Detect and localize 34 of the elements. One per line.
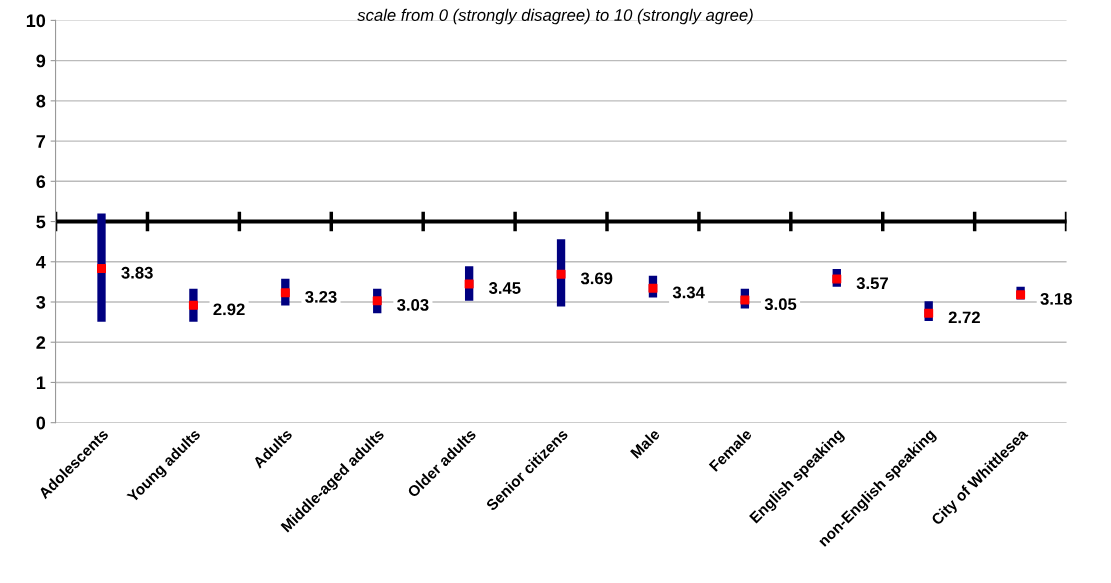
- y-tick-label: 1: [36, 376, 46, 389]
- point: [97, 264, 107, 274]
- data-label: 3.45: [488, 282, 521, 294]
- y-tick-label: 8: [36, 94, 46, 108]
- y-tick-label: 6: [36, 175, 46, 189]
- point: [924, 308, 934, 318]
- data-label: 3.69: [580, 272, 613, 285]
- data-label: 3.05: [764, 298, 797, 311]
- y-tick-label: 9: [36, 54, 46, 68]
- y-tick-label: 0: [36, 416, 46, 430]
- point: [188, 300, 198, 310]
- y-tick-label: 4: [36, 255, 46, 269]
- data-label: 3.83: [121, 266, 153, 279]
- chart-subtitle: scale from 0 (strongly disagree) to 10 (strongly agree): [357, 8, 753, 25]
- y-tick-label: 5: [36, 215, 46, 229]
- point: [740, 295, 750, 305]
- point: [464, 279, 474, 289]
- point: [1016, 290, 1026, 300]
- point: [280, 288, 290, 298]
- data-label: 3.03: [397, 299, 429, 311]
- data-label: 3.34: [672, 286, 705, 299]
- data-label: 2.92: [213, 303, 245, 316]
- point: [556, 269, 566, 279]
- y-tick-label: 2: [36, 336, 46, 349]
- data-label: 3.18: [1040, 292, 1072, 305]
- point: [832, 274, 842, 284]
- y-tick-label: 10: [26, 14, 46, 28]
- y-tick-label: 3: [36, 295, 46, 309]
- data-label: 3.23: [305, 290, 337, 303]
- data-label: 2.72: [948, 311, 980, 324]
- point: [648, 283, 658, 293]
- point: [372, 296, 382, 306]
- data-label: 3.57: [856, 277, 888, 290]
- y-tick-label: 7: [36, 135, 46, 148]
